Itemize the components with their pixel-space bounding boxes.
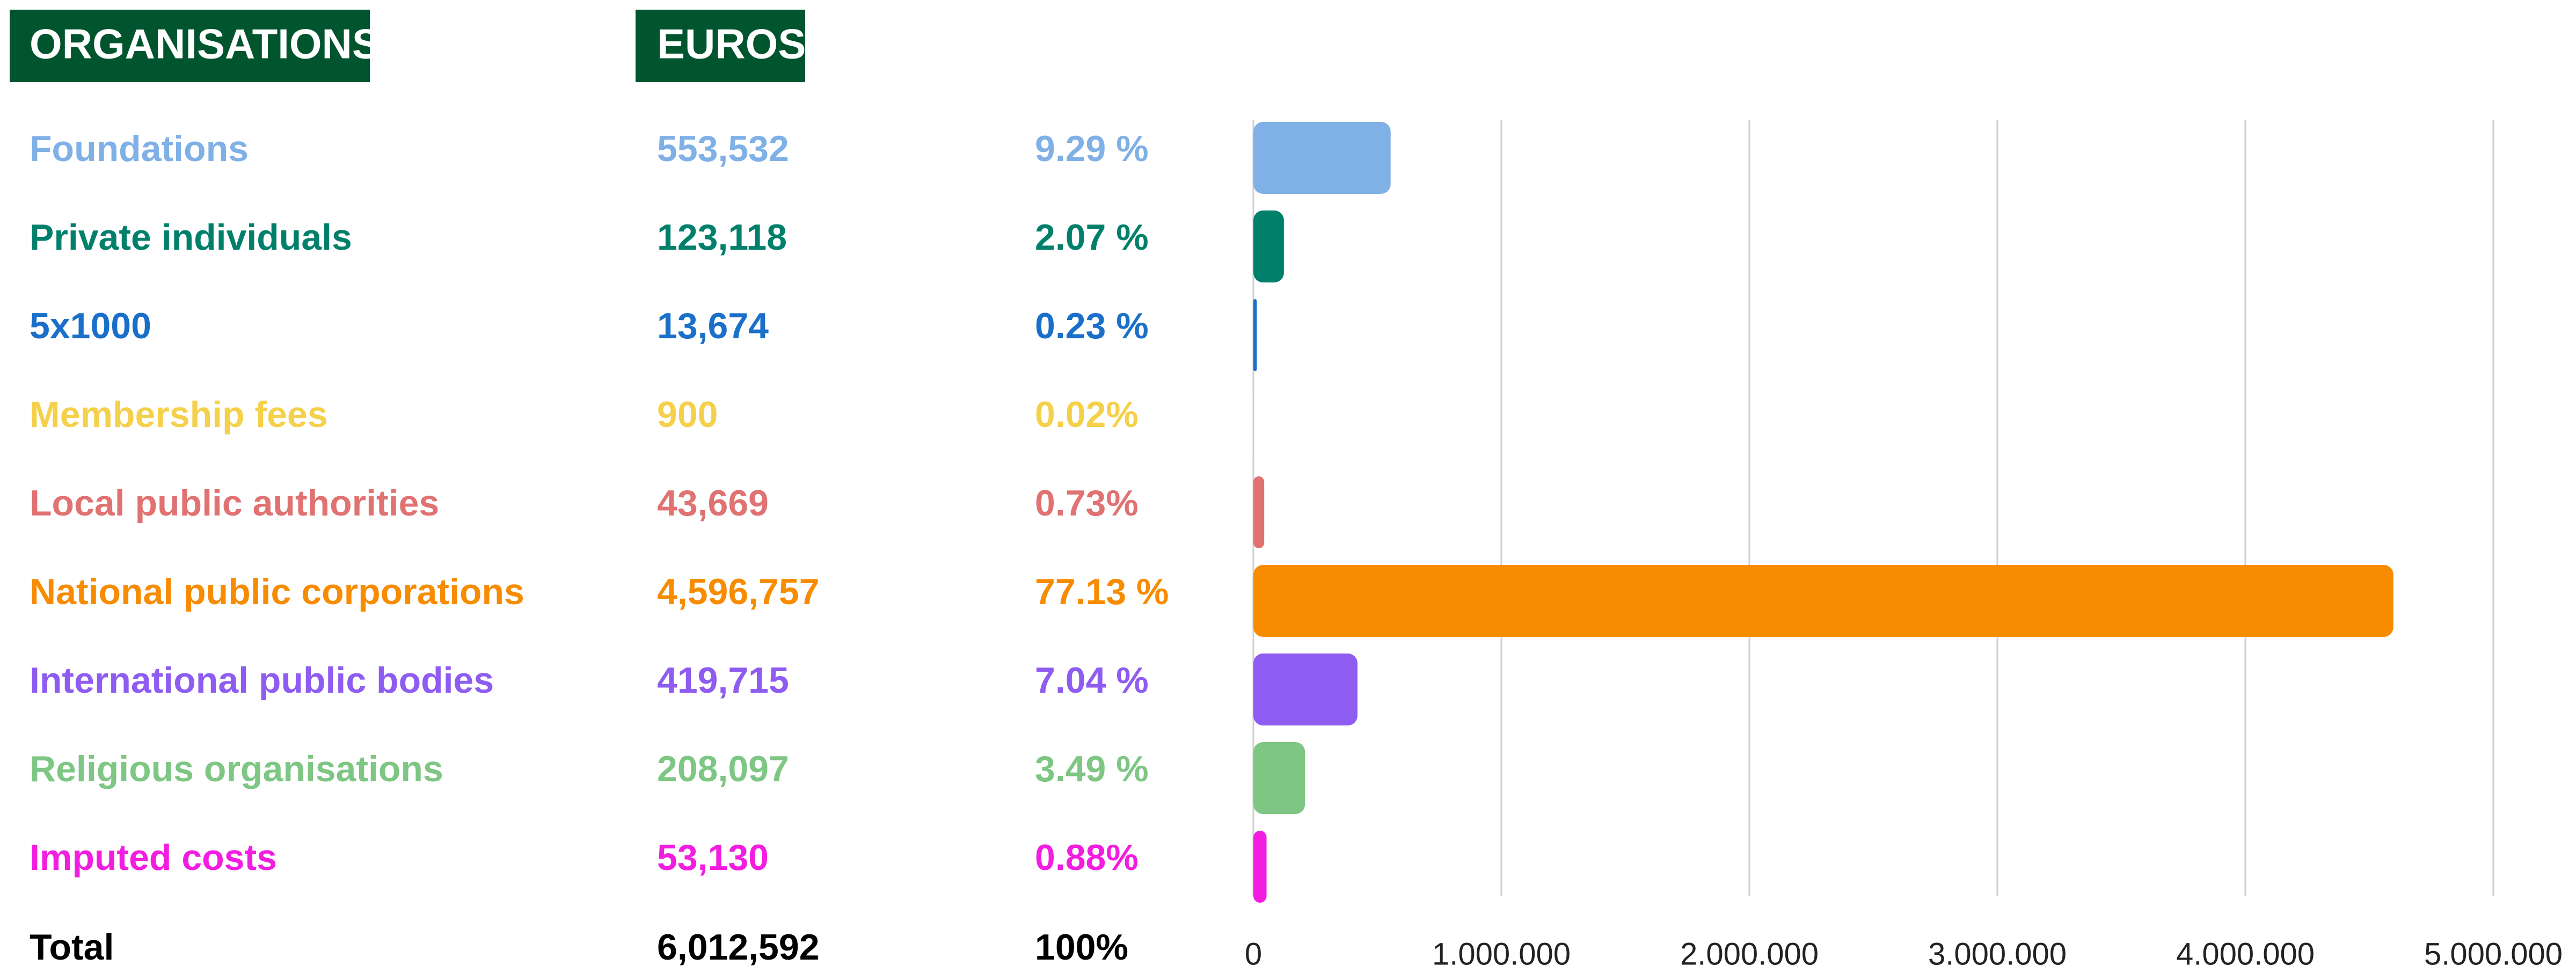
percent-label: 9.29 % xyxy=(1035,128,1149,169)
category-label: Religious organisations xyxy=(30,749,443,789)
header-box xyxy=(10,10,370,82)
category-label: Membership fees xyxy=(30,394,328,435)
value-label: 13,674 xyxy=(657,306,769,346)
percent-label: 77.13 % xyxy=(1035,571,1169,612)
percent-label: 0.73% xyxy=(1035,483,1139,524)
x-tick-label: 5.000.000 xyxy=(2424,936,2563,971)
value-label: 208,097 xyxy=(657,749,789,789)
value-label: 43,669 xyxy=(657,483,769,524)
value-label: 553,532 xyxy=(657,128,789,169)
value-label: 419,715 xyxy=(657,660,789,701)
bar xyxy=(1253,299,1257,371)
value-label: 123,118 xyxy=(657,217,787,258)
category-label: Imputed costs xyxy=(30,837,277,878)
value-label: 53,130 xyxy=(657,837,769,878)
value-label: 900 xyxy=(657,394,718,435)
category-label: Private individuals xyxy=(30,217,352,258)
category-label: Foundations xyxy=(30,128,249,169)
total-label: Total xyxy=(30,927,114,968)
header: EUROS xyxy=(657,20,806,68)
x-tick-label: 4.000.000 xyxy=(2176,936,2315,971)
percent-label: 0.02% xyxy=(1035,394,1139,435)
bar xyxy=(1253,476,1265,548)
x-tick-label: 2.000.000 xyxy=(1680,936,1819,971)
percent-label: 0.88% xyxy=(1035,837,1139,878)
x-tick-label: 3.000.000 xyxy=(1928,936,2067,971)
category-label: International public bodies xyxy=(30,660,494,701)
bar xyxy=(1253,831,1267,903)
percent-label: 3.49 % xyxy=(1035,749,1149,789)
total-value: 6,012,592 xyxy=(657,927,820,968)
header-box xyxy=(636,10,805,82)
x-tick-label: 1.000.000 xyxy=(1432,936,1571,971)
bar xyxy=(1253,742,1305,814)
header: ORGANISATIONS xyxy=(30,20,380,68)
percent-label: 7.04 % xyxy=(1035,660,1149,701)
x-tick-label: 0 xyxy=(1245,936,1262,971)
bar xyxy=(1253,210,1284,282)
total-percent: 100% xyxy=(1035,927,1128,968)
category-label: National public corporations xyxy=(30,571,524,612)
percent-label: 2.07 % xyxy=(1035,217,1149,258)
category-label: Local public authorities xyxy=(30,483,439,524)
bar xyxy=(1253,565,2393,637)
value-label: 4,596,757 xyxy=(657,571,820,612)
percent-label: 0.23 % xyxy=(1035,306,1149,346)
bar xyxy=(1253,653,1358,725)
bar xyxy=(1253,122,1391,194)
category-label: 5x1000 xyxy=(30,306,151,346)
